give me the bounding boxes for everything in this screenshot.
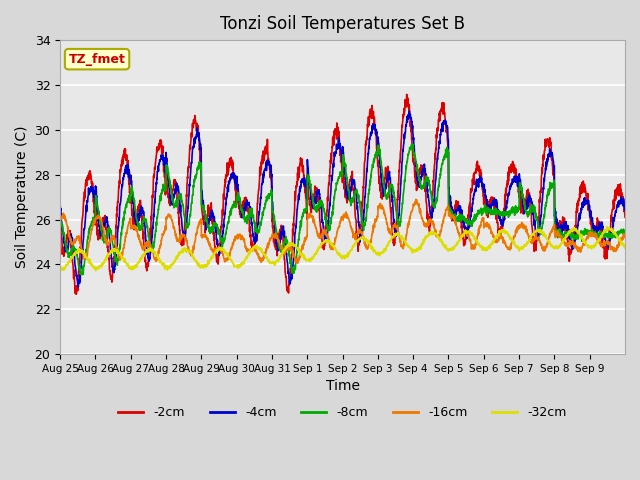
-32cm (113, 248, 121, 253)
-2cm (56, 221, 64, 227)
-2cm (377, 190, 385, 195)
-8cm (235, 194, 243, 200)
-32cm (604, 224, 611, 229)
-4cm (56, 201, 64, 207)
-8cm (113, 259, 121, 265)
Line: -8cm: -8cm (60, 144, 625, 275)
Title: Tonzi Soil Temperatures Set B: Tonzi Soil Temperatures Set B (220, 15, 465, 33)
-4cm (113, 247, 121, 252)
Line: -16cm: -16cm (60, 199, 625, 263)
Line: -32cm: -32cm (60, 227, 625, 271)
Y-axis label: Soil Temperature (C): Soil Temperature (C) (15, 126, 29, 268)
-2cm (621, 214, 629, 220)
-8cm (621, 228, 629, 234)
Legend: -2cm, -4cm, -8cm, -16cm, -32cm: -2cm, -4cm, -8cm, -16cm, -32cm (113, 401, 572, 424)
-16cm (412, 196, 420, 202)
-16cm (56, 216, 64, 221)
-4cm (406, 108, 413, 114)
Text: TZ_fmet: TZ_fmet (68, 53, 125, 66)
-2cm (513, 179, 521, 184)
-4cm (235, 193, 243, 199)
-16cm (614, 245, 621, 251)
-32cm (545, 239, 552, 245)
-8cm (513, 205, 521, 211)
Line: -2cm: -2cm (60, 95, 625, 294)
-16cm (377, 202, 385, 207)
-2cm (235, 205, 243, 211)
-16cm (294, 260, 301, 266)
-16cm (545, 235, 553, 241)
-2cm (614, 184, 621, 190)
-2cm (545, 144, 553, 150)
-32cm (513, 245, 521, 251)
-32cm (92, 268, 100, 274)
-16cm (621, 232, 629, 238)
-8cm (614, 229, 621, 235)
-8cm (545, 192, 553, 197)
-4cm (545, 151, 553, 157)
-16cm (513, 228, 521, 234)
-4cm (74, 284, 82, 290)
Line: -4cm: -4cm (60, 111, 625, 287)
-2cm (403, 92, 410, 97)
-32cm (621, 245, 629, 251)
-4cm (621, 207, 629, 213)
-8cm (408, 141, 415, 147)
-32cm (56, 265, 64, 271)
-8cm (377, 156, 385, 162)
-16cm (113, 245, 120, 251)
X-axis label: Time: Time (326, 379, 360, 394)
-2cm (113, 214, 121, 219)
-4cm (614, 204, 621, 210)
-32cm (614, 235, 621, 241)
-4cm (513, 174, 521, 180)
-16cm (235, 234, 243, 240)
-8cm (56, 216, 64, 221)
-4cm (377, 169, 385, 175)
-32cm (235, 263, 243, 268)
-2cm (72, 291, 80, 297)
-32cm (377, 250, 385, 256)
-8cm (78, 272, 86, 277)
